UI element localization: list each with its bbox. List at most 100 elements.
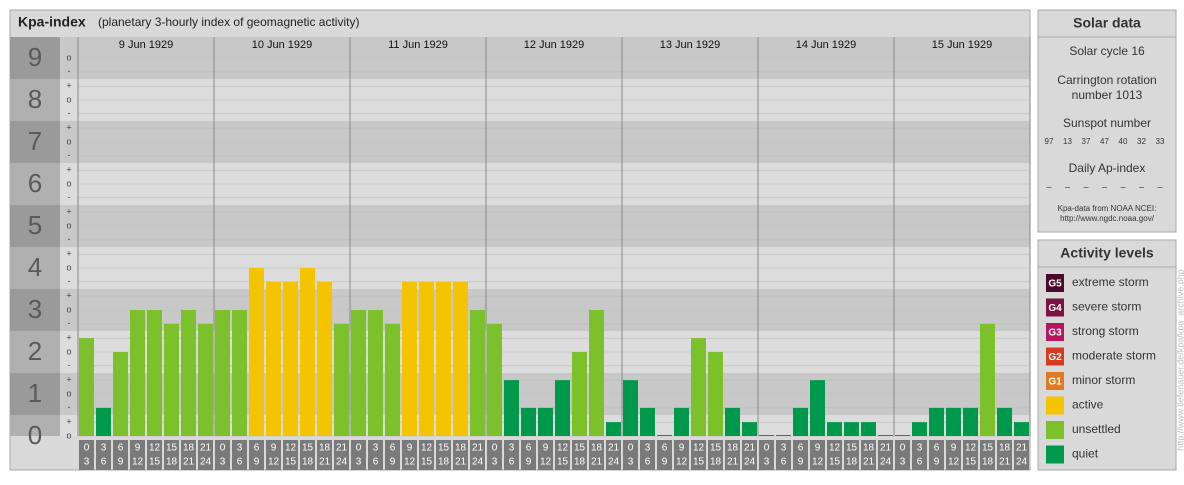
x-tick-label: 15 <box>965 457 977 468</box>
bar <box>946 407 961 436</box>
time-box <box>929 440 944 470</box>
x-tick-label: 12 <box>948 457 960 468</box>
y-tick-label: 2 <box>28 336 42 366</box>
bar <box>657 435 672 436</box>
bar <box>776 435 791 436</box>
source: Kpa-data from NOAA NCEI: <box>1058 204 1157 213</box>
bar <box>827 422 842 436</box>
x-tick-label: 21 <box>863 457 875 468</box>
x-tick-label: 6 <box>934 443 940 454</box>
day-label: 12 Jun 1929 <box>524 39 585 51</box>
ap-value: – <box>1065 181 1070 191</box>
minor-tick-label: - <box>68 318 71 328</box>
x-tick-label: 18 <box>438 457 450 468</box>
x-tick-label: 6 <box>526 443 532 454</box>
time-box <box>113 440 128 470</box>
x-tick-label: 9 <box>679 443 685 454</box>
x-tick-label: 24 <box>1016 457 1028 468</box>
band <box>10 415 60 436</box>
time-box <box>980 440 995 470</box>
legend-swatch <box>1046 347 1064 366</box>
x-tick-label: 0 <box>356 443 362 454</box>
time-box <box>997 440 1012 470</box>
bar <box>164 323 179 436</box>
x-tick-label: 9 <box>390 457 396 468</box>
x-tick-label: 3 <box>509 443 515 454</box>
x-tick-label: 21 <box>455 457 467 468</box>
bar <box>844 422 859 436</box>
sunspot-value: 32 <box>1137 137 1146 146</box>
x-tick-label: 24 <box>880 457 892 468</box>
legend-code: G4 <box>1048 303 1062 314</box>
y-tick-label: 3 <box>28 294 42 324</box>
minor-tick-label: o <box>66 388 71 398</box>
bar <box>249 268 264 436</box>
bar <box>708 352 723 436</box>
x-tick-label: 3 <box>84 457 90 468</box>
carrington: number 1013 <box>1072 88 1143 102</box>
minor-tick-label: + <box>66 375 71 385</box>
x-tick-label: 3 <box>220 457 226 468</box>
x-tick-label: 18 <box>319 443 331 454</box>
day-label: 14 Jun 1929 <box>796 39 857 51</box>
day-label: 15 Jun 1929 <box>932 39 993 51</box>
y-tick-label: 1 <box>28 378 42 408</box>
x-tick-label: 6 <box>237 457 243 468</box>
time-box <box>419 440 434 470</box>
band <box>10 373 60 415</box>
day-label: 10 Jun 1929 <box>252 39 313 51</box>
x-tick-label: 12 <box>268 457 280 468</box>
band <box>10 163 60 205</box>
sunspot-value: 47 <box>1100 137 1109 146</box>
minor-tick-label: + <box>66 165 71 175</box>
time-box <box>725 440 740 470</box>
y-tick-label: 7 <box>28 126 42 156</box>
minor-tick-label: o <box>66 262 71 272</box>
bar <box>980 323 995 436</box>
x-tick-label: 24 <box>608 457 620 468</box>
bar <box>419 281 434 436</box>
time-box <box>249 440 264 470</box>
legend-label: quiet <box>1072 447 1099 461</box>
bar <box>96 407 111 436</box>
time-box <box>963 440 978 470</box>
sunspot-value: 37 <box>1082 137 1091 146</box>
time-box <box>317 440 332 470</box>
minor-tick-label: + <box>66 249 71 259</box>
bar <box>198 323 213 436</box>
bar <box>368 310 383 436</box>
time-box <box>334 440 349 470</box>
x-tick-label: 6 <box>101 457 107 468</box>
time-box <box>79 440 94 470</box>
x-tick-label: 21 <box>744 443 756 454</box>
x-tick-label: 12 <box>404 457 416 468</box>
band <box>10 37 60 79</box>
x-tick-label: 3 <box>492 457 498 468</box>
time-box <box>742 440 757 470</box>
minor-tick-label: + <box>66 417 71 427</box>
minor-tick-label: o <box>66 178 71 188</box>
x-tick-label: 0 <box>900 443 906 454</box>
solar-panel <box>1037 9 1177 233</box>
x-tick-label: 12 <box>540 457 552 468</box>
x-tick-label: 18 <box>455 443 467 454</box>
x-tick-label: 18 <box>166 457 178 468</box>
carrington: Carrington rotation <box>1057 73 1156 87</box>
minor-tick-label: - <box>68 66 71 76</box>
x-tick-label: 21 <box>608 443 620 454</box>
x-tick-label: 12 <box>557 443 569 454</box>
minor-tick-label: - <box>68 192 71 202</box>
legend-swatch <box>1046 323 1064 341</box>
minor-tick-label: o <box>66 52 71 62</box>
bar <box>385 323 400 436</box>
minor-tick-label: + <box>66 333 71 343</box>
time-box <box>912 440 927 470</box>
bar <box>266 281 281 436</box>
sunspot-value: 13 <box>1063 137 1072 146</box>
x-tick-label: 3 <box>101 443 107 454</box>
y-tick-label: 9 <box>28 42 42 72</box>
x-tick-label: 6 <box>509 457 515 468</box>
x-tick-label: 15 <box>149 457 161 468</box>
x-tick-label: 9 <box>118 457 124 468</box>
legend-swatch <box>1046 421 1064 439</box>
